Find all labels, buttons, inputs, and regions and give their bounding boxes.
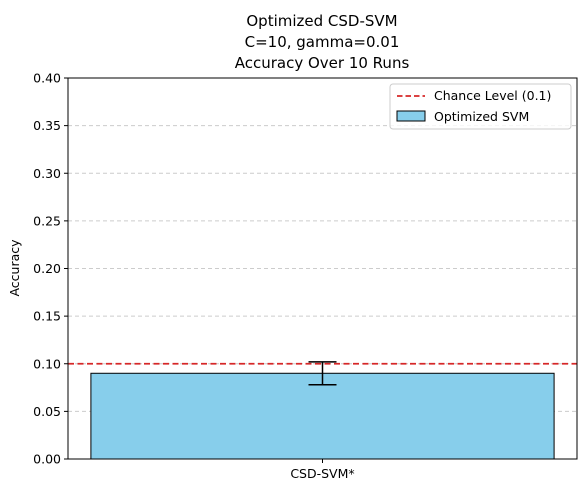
title-line-3: Accuracy Over 10 Runs — [235, 54, 410, 72]
bars — [90, 372, 555, 460]
title-line-1: Optimized CSD-SVM — [246, 12, 397, 30]
legend-label-optimized-svm: Optimized SVM — [434, 109, 529, 124]
y-tick-label: 0.05 — [33, 404, 61, 419]
legend-swatch-optimized-svm — [396, 110, 426, 122]
chart-title: Optimized CSD-SVM C=10, gamma=0.01 Accur… — [235, 12, 410, 72]
legend-label-chance-level: Chance Level (0.1) — [434, 88, 551, 103]
legend: Chance Level (0.1) Optimized SVM — [389, 83, 572, 130]
y-tick-label: 0.00 — [33, 452, 61, 467]
error-bars — [308, 361, 337, 386]
y-tick-label: 0.35 — [33, 118, 61, 133]
y-axis-ticks: 0.00 0.05 0.10 0.15 0.20 0.25 0.30 0.35 0.40 — [33, 71, 68, 467]
y-tick-label: 0.30 — [33, 166, 61, 181]
title-line-2: C=10, gamma=0.01 — [245, 33, 400, 51]
x-axis-ticks: CSD-SVM* — [290, 459, 355, 481]
legend-box — [389, 83, 572, 130]
y-tick-label: 0.20 — [33, 261, 61, 276]
bar — [90, 372, 555, 460]
y-tick-label: 0.15 — [33, 309, 61, 324]
y-tick-label: 0.10 — [33, 356, 61, 371]
x-tick-label: CSD-SVM* — [290, 466, 354, 481]
y-tick-label: 0.25 — [33, 213, 61, 228]
y-axis-label: Accuracy — [7, 239, 22, 297]
y-tick-label: 0.40 — [33, 71, 61, 86]
